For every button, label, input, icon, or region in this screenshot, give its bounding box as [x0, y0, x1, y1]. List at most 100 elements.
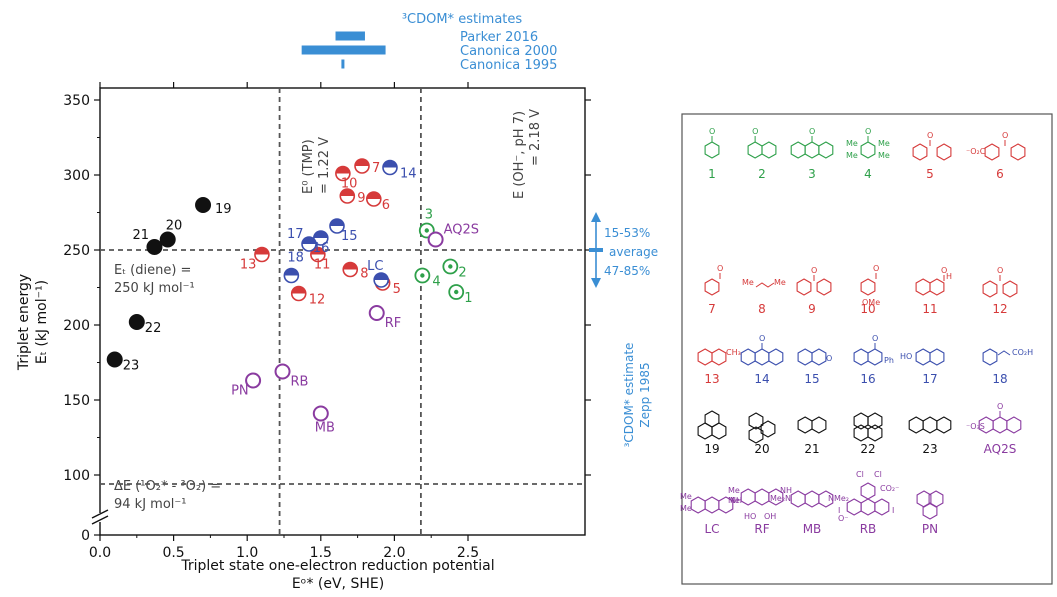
ring-glyph	[811, 348, 827, 366]
data-point: AQ2S	[427, 223, 479, 248]
substituent-label: Me	[680, 492, 692, 501]
structure-23: 23	[908, 416, 952, 456]
point-marker-dot	[448, 264, 453, 269]
hline-value-diene: 250 kJ mol⁻¹	[114, 281, 195, 296]
point-label: 21	[132, 228, 149, 243]
point-marker-half	[374, 273, 389, 280]
y-break-tick-label: 0	[81, 528, 90, 544]
structure-14: O 14	[740, 334, 784, 386]
data-point: 2	[442, 258, 467, 281]
structure-label: 1	[708, 167, 716, 181]
zepp-average-tick	[589, 248, 603, 252]
point-marker-dot	[454, 289, 459, 295]
data-point: LC	[367, 259, 389, 288]
data-point: 22	[128, 314, 161, 336]
zepp-arrow-up	[591, 212, 601, 222]
structure-label: 14	[754, 372, 769, 386]
substituent-label: O	[752, 127, 758, 136]
ring-glyph	[818, 141, 834, 159]
ring-glyph	[1010, 143, 1026, 161]
substituent-label: HO	[900, 352, 912, 361]
point-label: 17	[287, 227, 304, 242]
substituent-label: OH	[764, 512, 776, 521]
point-label: 12	[309, 293, 326, 308]
data-point: 9	[339, 188, 366, 206]
substituent-label: Me	[878, 139, 890, 148]
substituent-label: O	[997, 402, 1003, 411]
point-label: RF	[385, 316, 402, 331]
point-label: 23	[123, 359, 140, 374]
substituent-label: O	[809, 127, 815, 136]
data-point: 17	[287, 227, 317, 252]
point-label: 15	[341, 229, 358, 244]
substituent-label: O	[941, 266, 947, 275]
structure-11: HO 11	[915, 266, 952, 316]
data-point: 8	[342, 261, 369, 282]
point-marker-half	[302, 237, 317, 244]
structure-label: 6	[996, 167, 1004, 181]
substituent-label: Me	[680, 504, 692, 513]
point-label: 7	[372, 161, 380, 176]
substituent-label: O	[709, 127, 715, 136]
structure-15: O 15	[797, 348, 832, 386]
ring-glyph	[811, 416, 827, 434]
data-point: 11	[310, 246, 330, 273]
structure-label: 4	[864, 167, 872, 181]
point-label: 10	[341, 177, 358, 192]
data-point: 12	[290, 285, 326, 308]
data-point: 20	[159, 219, 183, 248]
ring-glyph	[1002, 280, 1018, 298]
substituent-label: HO	[744, 512, 756, 521]
substituent-label: O	[872, 334, 878, 343]
ring-glyph	[867, 412, 883, 430]
y-axis-label-units: Eₜ (kJ mol⁻¹)	[34, 280, 50, 364]
substituent-label: O	[997, 266, 1003, 275]
structure-label: 19	[704, 442, 719, 456]
structure-1: O1	[704, 127, 720, 181]
ring-glyph	[929, 348, 945, 366]
chain-glyph	[997, 350, 1011, 356]
point-marker-half	[329, 219, 344, 226]
substituent-label: OMe	[862, 298, 880, 307]
ring-glyph	[818, 490, 834, 508]
x-tick-label: 1.0	[236, 545, 258, 561]
point-label: 16	[313, 241, 330, 256]
data-point: 15	[329, 218, 358, 244]
structure-10: OMe O 10	[860, 264, 880, 316]
substituent-label: NH	[780, 486, 792, 495]
data-point: 6	[365, 191, 390, 213]
structure-label: LC	[704, 522, 719, 536]
structure-MB: Me₂N NMe₂ MB	[770, 490, 849, 536]
structure-17: HO 17	[900, 348, 945, 386]
ring-glyph	[704, 141, 720, 159]
substituent-label: O	[1002, 131, 1008, 140]
cdom-estimates-title: ³CDOM* estimates	[402, 12, 523, 27]
cdom-estimate-label: Parker 2016	[460, 30, 538, 45]
point-marker-half	[382, 160, 397, 168]
structure-19: 19	[697, 410, 727, 456]
substituent-label: O	[717, 264, 723, 273]
structure-label: 8	[758, 302, 766, 316]
ring-glyph	[768, 488, 784, 506]
substituent-label: O	[927, 131, 933, 140]
structure-label: 12	[992, 302, 1007, 316]
structure-label: 16	[860, 372, 875, 386]
data-point: 1	[448, 284, 473, 306]
axis-break-mask	[92, 513, 108, 522]
point-label: 20	[166, 219, 183, 234]
substituent-label: Me	[774, 278, 786, 287]
structure-label: 7	[708, 302, 716, 316]
point-label: 13	[240, 258, 257, 273]
data-point: 7	[354, 158, 380, 176]
ring-glyph	[860, 278, 876, 296]
chain-glyph	[755, 282, 775, 288]
point-label: 18	[287, 251, 304, 266]
data-point: RF	[368, 305, 402, 331]
vline-label-oh: E (OH⁻, pH 7)	[512, 111, 527, 199]
point-marker-half	[335, 166, 350, 174]
substituent-label: NMe₂	[828, 494, 849, 503]
ring-glyph	[982, 348, 998, 366]
structure-label: 22	[860, 442, 875, 456]
cdom-estimate-bar	[335, 31, 365, 41]
